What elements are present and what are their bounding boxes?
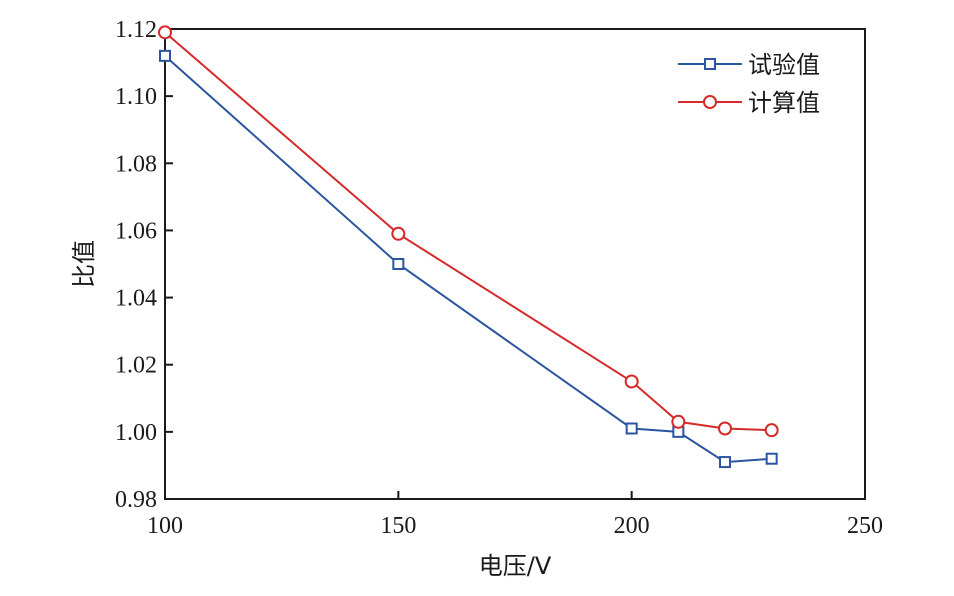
series-line [164,55,772,464]
x-tick-label: 200 [614,513,650,539]
data-point [625,422,638,435]
series-2 [158,25,779,438]
y-tick-label: 1.10 [115,84,157,110]
y-tick-label: 1.06 [115,218,157,244]
data-point [159,49,171,62]
legend-item: 计算值 [678,89,820,117]
data-point [624,374,639,389]
data-point [671,414,686,429]
y-tick-label: 1.00 [115,420,157,446]
legend-marker [704,58,716,70]
x-tick-label: 150 [380,513,416,539]
y-axis-title: 比值 [70,240,98,288]
legend-label: 试验值 [748,51,820,79]
series-1 [159,49,778,469]
data-point [765,452,778,465]
x-tick-label: 100 [147,513,183,539]
y-tick-label: 1.02 [115,353,157,379]
axis-ticks: 100 150 200 250 0.98 1.00 1.02 1.04 1.06 1.08 1.10… [115,17,883,539]
x-axis-title: 电压/V [479,552,552,580]
y-tick-label: 1.08 [115,151,157,177]
x-tick-label: 250 [847,513,883,539]
y-tick-label: 0.98 [115,487,157,513]
series-layer [158,25,779,469]
data-point [719,456,731,469]
data-point [764,423,779,438]
data-point [158,25,172,40]
plot-frame [164,28,866,500]
data-point [392,258,405,270]
data-point [718,421,732,436]
legend-item: 试验值 [678,51,820,79]
legend-label: 计算值 [748,89,820,117]
y-tick-label: 1.04 [115,286,157,312]
y-tick-label: 1.12 [115,17,157,43]
legend-marker [703,95,717,109]
data-point [391,226,406,241]
series-line [164,31,772,432]
